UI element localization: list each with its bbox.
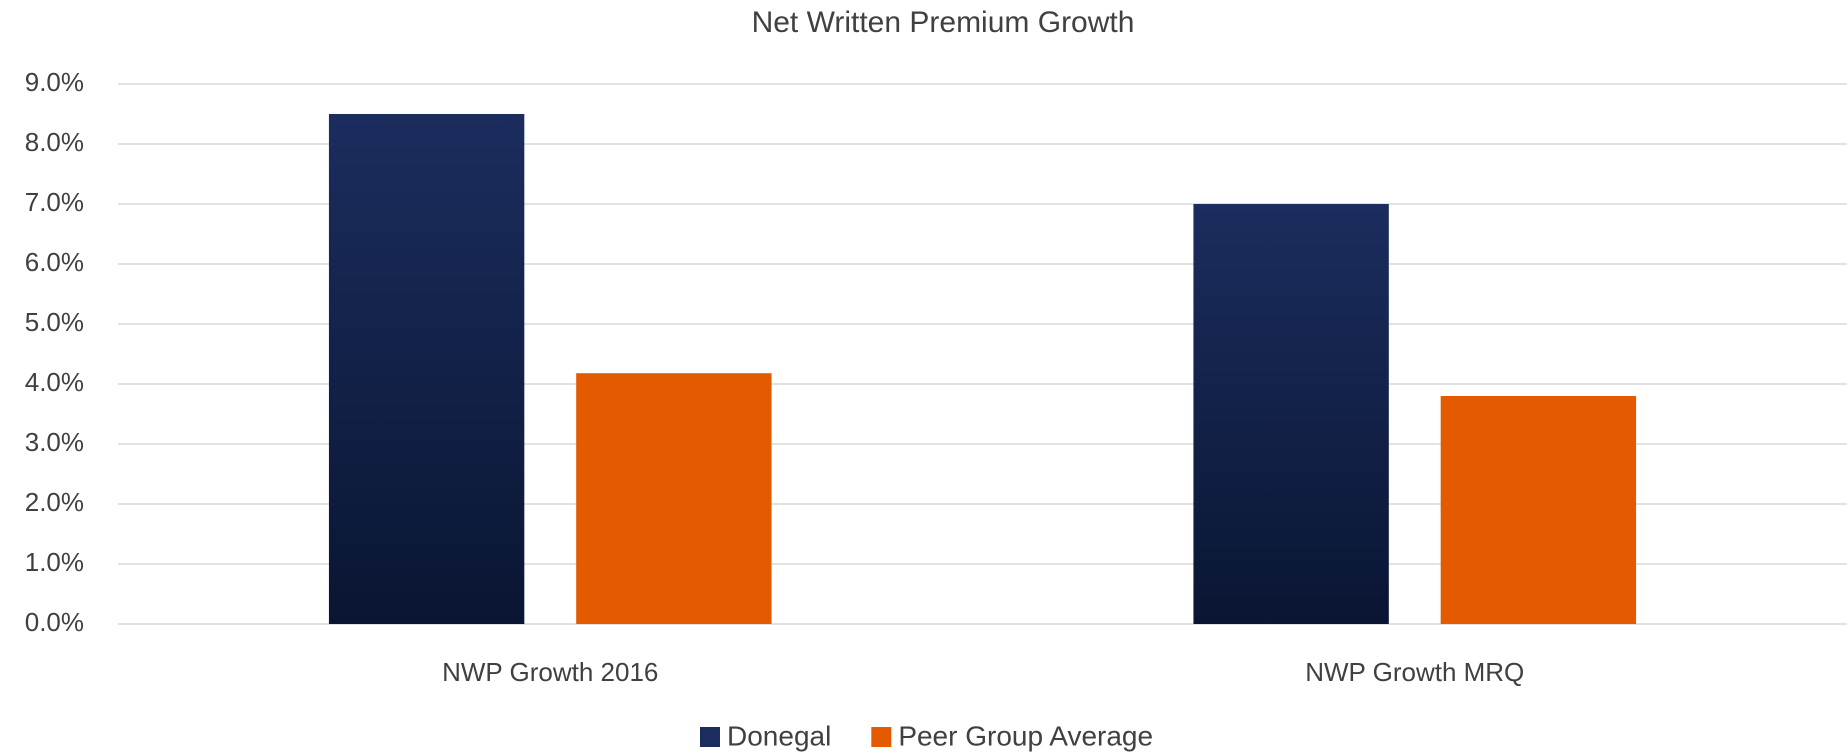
y-tick-label: 3.0% bbox=[25, 427, 84, 457]
y-tick-label: 0.0% bbox=[25, 607, 84, 637]
y-tick-label: 6.0% bbox=[25, 247, 84, 277]
bar bbox=[576, 373, 772, 624]
x-tick-label: NWP Growth 2016 bbox=[442, 657, 658, 687]
legend-label: Donegal bbox=[727, 720, 831, 751]
y-tick-label: 7.0% bbox=[25, 187, 84, 217]
y-tick-label: 2.0% bbox=[25, 487, 84, 517]
y-tick-label: 8.0% bbox=[25, 127, 84, 157]
y-tick-label: 4.0% bbox=[25, 367, 84, 397]
legend-swatch bbox=[871, 727, 892, 747]
bar bbox=[1193, 204, 1389, 624]
y-tick-label: 5.0% bbox=[25, 307, 84, 337]
chart-title: Net Written Premium Growth bbox=[752, 6, 1135, 39]
legend-swatch bbox=[700, 727, 720, 747]
bar bbox=[1440, 396, 1637, 624]
legend-label: Peer Group Average bbox=[898, 720, 1153, 751]
bar bbox=[328, 114, 525, 624]
x-tick-label: NWP Growth MRQ bbox=[1305, 657, 1524, 687]
y-tick-label: 1.0% bbox=[25, 547, 84, 577]
y-tick-label: 9.0% bbox=[25, 67, 84, 97]
